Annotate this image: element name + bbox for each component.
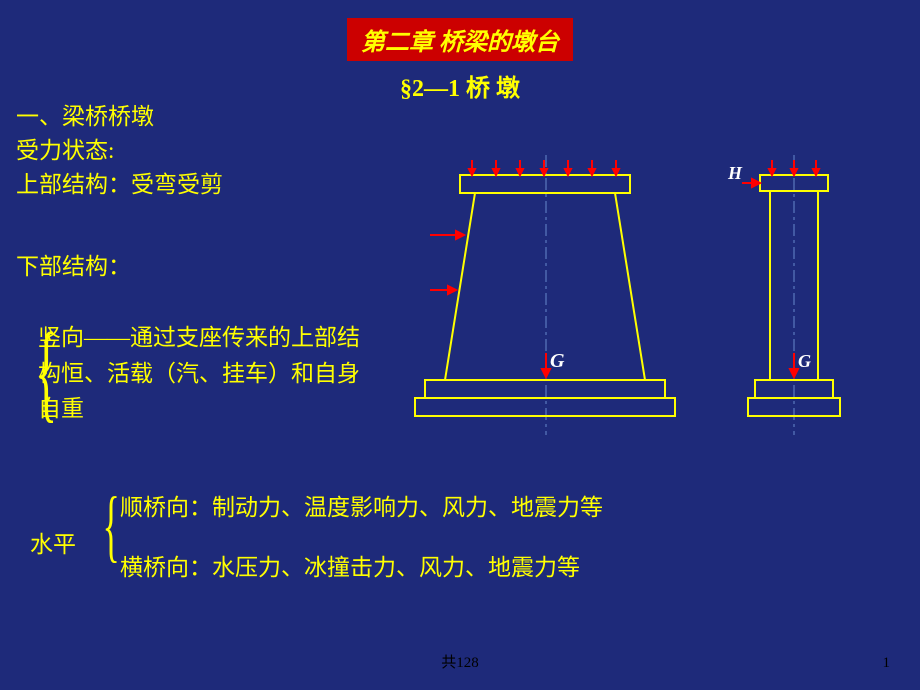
label-G-side: G: [798, 351, 811, 371]
arrows-top-front: [469, 160, 619, 175]
footer-page-count: 共128: [441, 651, 479, 672]
vertical-load-text: 竖向——通过支座传来的上部结构恒、活载（汽、挂车）和自身自重: [38, 320, 378, 427]
bracket-horizontal: {: [103, 490, 120, 562]
horizontal-along-text: 顺桥向：制动力、温度影响力、风力、地震力等: [120, 488, 603, 522]
lower-structure-text: 下部结构：: [16, 250, 131, 285]
pier-front: [415, 175, 675, 416]
heading-1: 一、梁桥桥墩: [16, 100, 154, 135]
footer-page-number: 1: [883, 655, 891, 672]
heading-2: 受力状态:: [16, 134, 114, 169]
section-title: §2—1 桥 墩: [400, 68, 520, 103]
arrows-top-side: [769, 160, 819, 175]
arrows-horizontal-front: [430, 231, 464, 294]
upper-structure-text: 上部结构：受弯受剪: [16, 168, 223, 203]
label-G-front: G: [550, 350, 565, 372]
arrow-H: [742, 179, 760, 187]
chapter-title: 第二章 桥梁的墩台: [347, 18, 573, 61]
pier-svg: G G H: [400, 155, 900, 445]
horizontal-across-text: 横桥向：水压力、冰撞击力、风力、地震力等: [120, 548, 580, 582]
g-arrow-front: [542, 353, 550, 377]
g-arrow-side: [790, 353, 798, 377]
label-H: H: [727, 163, 743, 183]
pier-diagram: G G H: [400, 155, 900, 445]
horizontal-label: 水平: [30, 525, 76, 559]
